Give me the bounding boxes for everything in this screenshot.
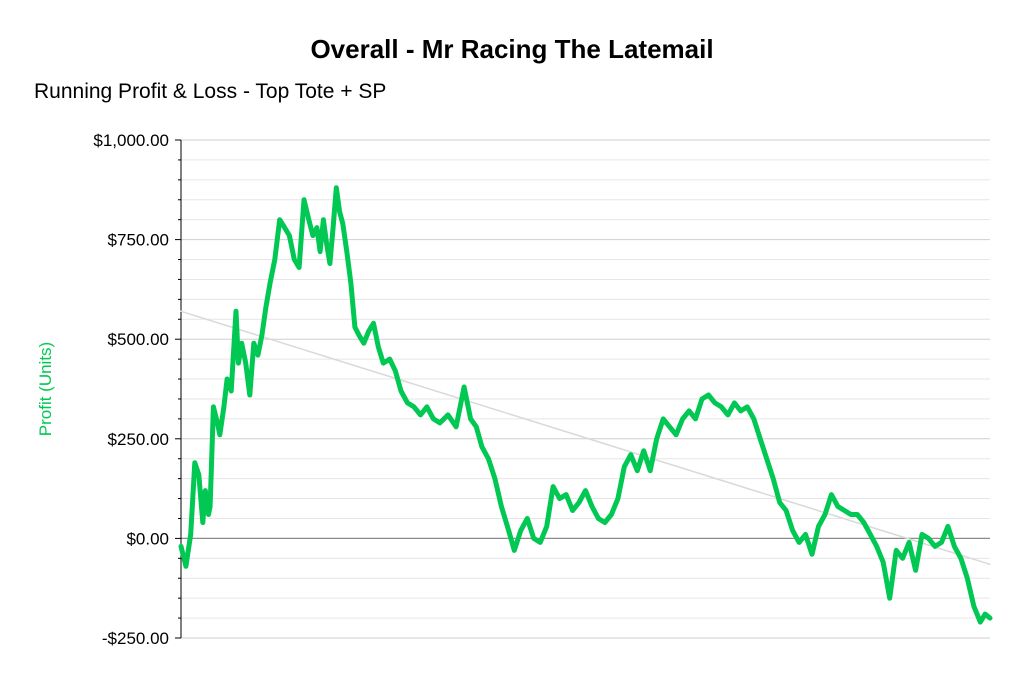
y-axis-label: Profit (Units) — [36, 342, 55, 436]
y-tick-label: $250.00 — [108, 430, 169, 449]
y-tick-label: $750.00 — [108, 231, 169, 250]
trend-line — [180, 310, 991, 566]
y-tick-label: $1,000.00 — [93, 131, 169, 150]
y-tick-label: -$250.00 — [102, 629, 169, 648]
chart-subtitle: Running Profit & Loss - Top Tote + SP — [34, 80, 387, 103]
chart-title: Overall - Mr Racing The Latemail — [310, 34, 714, 64]
y-tick-label: $0.00 — [126, 529, 169, 548]
y-tick-label: $500.00 — [108, 330, 169, 349]
profit-loss-line — [178, 185, 993, 625]
